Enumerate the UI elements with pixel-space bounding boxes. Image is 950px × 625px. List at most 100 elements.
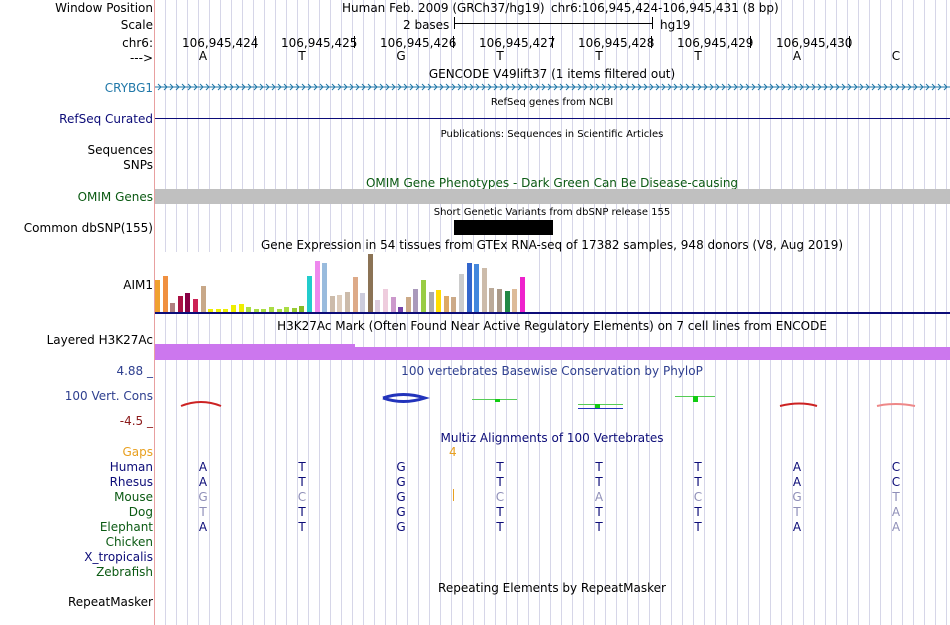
gtex-tissue-bar[interactable]: [489, 288, 494, 312]
gtex-tissue-bar[interactable]: [505, 291, 510, 312]
species-label[interactable]: Elephant: [99, 520, 153, 534]
gtex-tissue-bar[interactable]: [322, 263, 327, 312]
strand-chevron: [565, 83, 570, 91]
species-label[interactable]: Zebrafish: [96, 565, 153, 579]
gtex-tissue-bar[interactable]: [474, 264, 479, 312]
refseq-gene-line[interactable]: [155, 118, 950, 119]
gtex-title[interactable]: Gene Expression in 54 tissues from GTEx …: [260, 238, 844, 252]
gtex-tissue-bar[interactable]: [155, 280, 160, 312]
gtex-tissue-bar[interactable]: [292, 308, 297, 312]
crybg1-gene-track[interactable]: [155, 81, 950, 93]
gtex-tissue-bar[interactable]: [261, 309, 266, 312]
omim-feature[interactable]: [155, 189, 950, 204]
gtex-tissue-bar[interactable]: [520, 277, 525, 312]
species-label[interactable]: Human: [109, 460, 153, 474]
gtex-tissue-bar[interactable]: [512, 289, 517, 312]
gtex-label[interactable]: AIM1: [123, 278, 153, 292]
gtex-tissue-bar[interactable]: [277, 309, 282, 312]
gtex-tissue-bar[interactable]: [375, 300, 380, 312]
gtex-tissue-bar[interactable]: [345, 292, 350, 312]
strand-chevron: [529, 83, 534, 91]
gtex-tissue-bar[interactable]: [246, 307, 251, 312]
gtex-tissue-bar[interactable]: [254, 309, 259, 312]
gap-count[interactable]: 4: [449, 445, 457, 459]
gtex-tissue-bar[interactable]: [299, 306, 304, 312]
strand-chevron: [835, 83, 840, 91]
h3k27ac-signal[interactable]: [155, 347, 950, 360]
gtex-tissue-bar[interactable]: [391, 297, 396, 312]
dbsnp-title[interactable]: Short Genetic Variants from dbSNP releas…: [433, 207, 671, 218]
omim-label[interactable]: OMIM Genes: [77, 190, 153, 204]
refseq-label[interactable]: RefSeq Curated: [59, 112, 153, 126]
gtex-tissue-bar[interactable]: [482, 268, 487, 312]
gtex-tissue-bar[interactable]: [353, 277, 358, 312]
gtex-tissue-bar[interactable]: [231, 305, 236, 312]
strand-chevron: [925, 83, 930, 91]
gtex-tissue-bar[interactable]: [307, 276, 312, 312]
gtex-tissue-bar[interactable]: [398, 307, 403, 312]
strand-chevron: [637, 83, 642, 91]
gtex-tissue-bar[interactable]: [201, 286, 206, 312]
assembly-title[interactable]: Human Feb. 2009 (GRCh37/hg19): [342, 1, 545, 15]
species-label[interactable]: Chicken: [105, 535, 153, 549]
strand-chevron: [499, 83, 504, 91]
gtex-tissue-bar[interactable]: [163, 276, 168, 312]
h3k27ac-signal-top[interactable]: [155, 344, 355, 347]
gencode-label[interactable]: CRYBG1: [104, 81, 153, 95]
gtex-tissue-bar[interactable]: [193, 299, 198, 312]
aligned-base: T: [694, 475, 702, 489]
h3k27ac-label[interactable]: Layered H3K27Ac: [46, 333, 153, 347]
species-label[interactable]: Rhesus: [109, 475, 153, 489]
gtex-tissue-bar[interactable]: [178, 296, 183, 312]
refseq-title[interactable]: RefSeq genes from NCBI: [490, 97, 614, 108]
gtex-tissue-bar[interactable]: [421, 280, 426, 312]
gencode-title[interactable]: GENCODE V49lift37 (1 items filtered out): [428, 67, 676, 81]
gtex-tissue-bar[interactable]: [444, 296, 449, 312]
gtex-tissue-bar[interactable]: [459, 274, 464, 312]
phylop-plot[interactable]: [155, 385, 950, 415]
h3k27ac-title[interactable]: H3K27Ac Mark (Often Found Near Active Re…: [277, 319, 827, 333]
gtex-tissue-bar[interactable]: [170, 303, 175, 312]
gtex-tissue-bar[interactable]: [284, 307, 289, 312]
gtex-tissue-bar[interactable]: [467, 263, 472, 312]
publications-label-sequences[interactable]: Sequences: [87, 143, 153, 157]
dbsnp-label[interactable]: Common dbSNP(155): [23, 221, 153, 235]
publications-label-snps[interactable]: SNPs: [123, 158, 153, 172]
gtex-tissue-bar[interactable]: [330, 296, 335, 312]
gtex-tissue-bar[interactable]: [406, 297, 411, 312]
gtex-tissue-bar[interactable]: [413, 289, 418, 312]
repeatmasker-label[interactable]: RepeatMasker: [67, 595, 153, 609]
gtex-tissue-bar[interactable]: [436, 290, 441, 312]
position-readout[interactable]: chr6:106,945,424-106,945,431 (8 bp): [551, 1, 779, 15]
species-label[interactable]: Mouse: [114, 490, 153, 504]
gtex-tissue-bar[interactable]: [223, 309, 228, 312]
omim-title[interactable]: OMIM Gene Phenotypes - Dark Green Can Be…: [365, 176, 739, 190]
aligned-base: A: [792, 460, 802, 474]
gtex-tissue-bar[interactable]: [368, 254, 373, 312]
publications-title[interactable]: Publications: Sequences in Scientific Ar…: [440, 129, 664, 140]
dbsnp-variant[interactable]: [454, 220, 553, 235]
repeatmasker-title[interactable]: Repeating Elements by RepeatMasker: [438, 581, 666, 595]
gtex-tissue-bar[interactable]: [185, 293, 190, 312]
mouse-insertion-mark[interactable]: [453, 489, 454, 501]
gtex-tissue-bar[interactable]: [208, 309, 213, 312]
gtex-tissue-bar[interactable]: [216, 309, 221, 312]
gtex-barchart[interactable]: [155, 252, 535, 312]
species-label[interactable]: X_tropicalis: [84, 550, 153, 564]
multiz-title[interactable]: Multiz Alignments of 100 Vertebrates: [440, 431, 664, 445]
species-label[interactable]: Dog: [128, 505, 153, 519]
strand-chevron: [865, 83, 870, 91]
phylop-title[interactable]: 100 vertebrates Basewise Conservation by…: [401, 364, 703, 378]
gtex-tissue-bar[interactable]: [269, 307, 274, 312]
strand-chevron: [289, 83, 294, 91]
phylop-label[interactable]: 100 Vert. Cons: [64, 389, 153, 403]
gtex-tissue-bar[interactable]: [451, 297, 456, 312]
gtex-tissue-bar[interactable]: [429, 292, 434, 312]
gtex-tissue-bar[interactable]: [337, 295, 342, 312]
gtex-tissue-bar[interactable]: [383, 289, 388, 312]
gtex-tissue-bar[interactable]: [360, 293, 365, 312]
strand-chevron: [193, 83, 198, 91]
gtex-tissue-bar[interactable]: [315, 261, 320, 312]
gtex-tissue-bar[interactable]: [239, 304, 244, 312]
gtex-tissue-bar[interactable]: [497, 289, 502, 312]
